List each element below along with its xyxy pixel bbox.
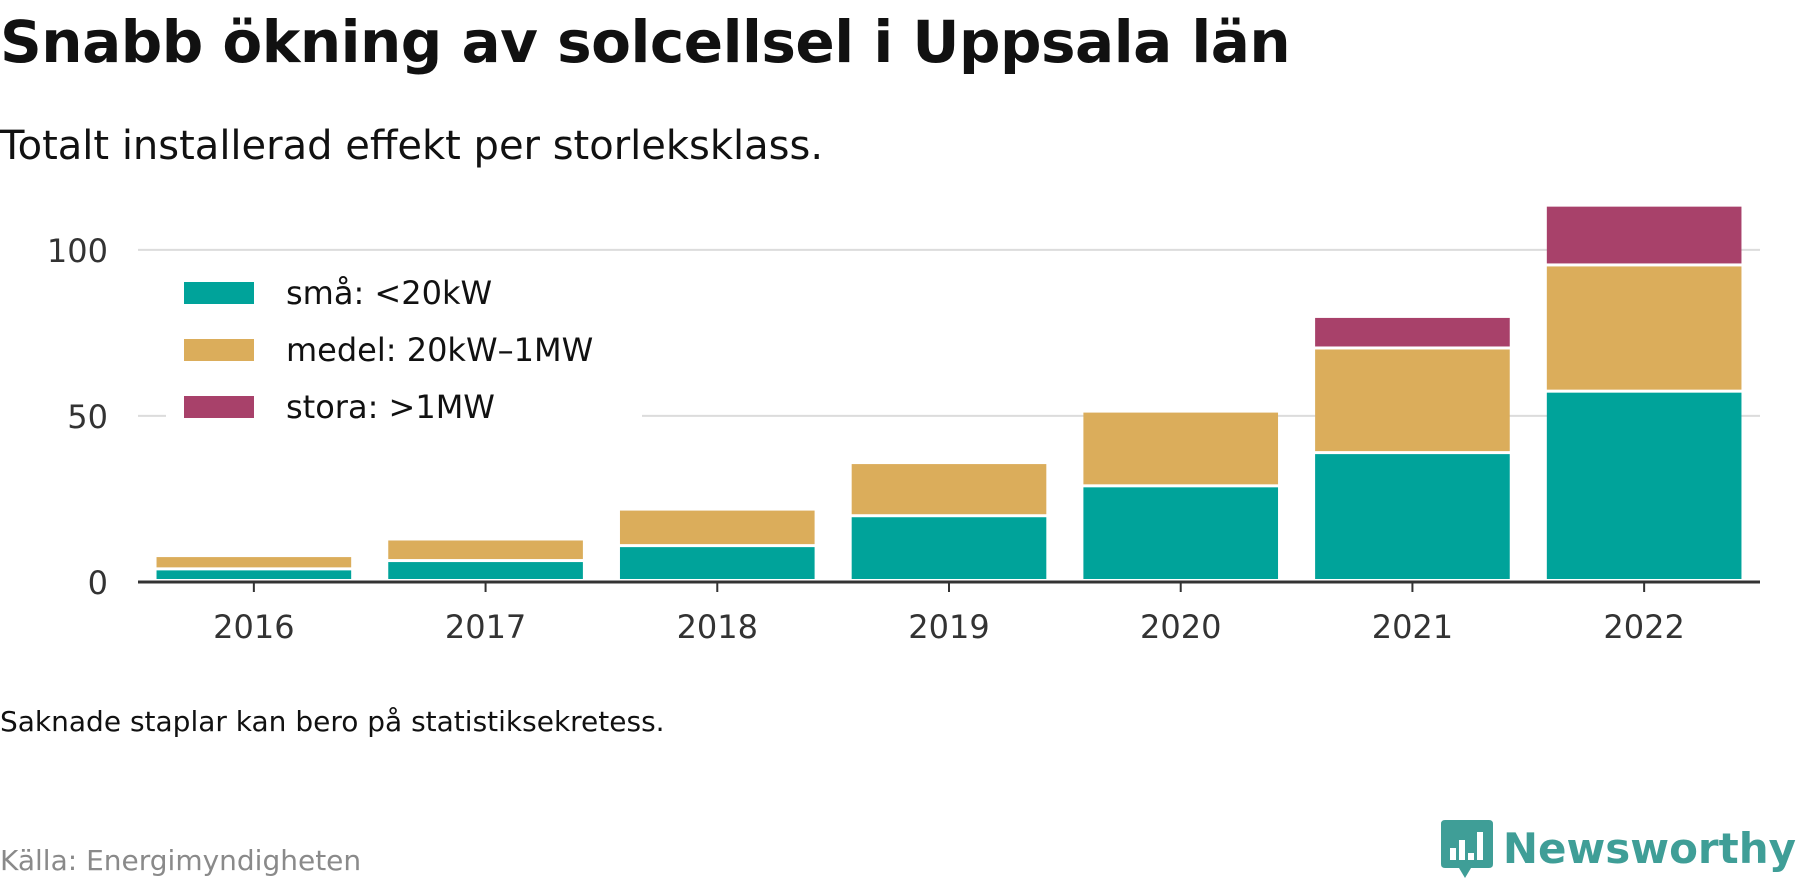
legend: små: <20kW medel: 20kW–1MW stora: >1MW: [166, 258, 642, 438]
legend-label: stora: >1MW: [286, 388, 495, 426]
x-tick-label: 2019: [908, 608, 989, 646]
x-axis: 2016 2017 2018 2019 2020 2021 2022: [138, 580, 1760, 646]
bar-segment: [1546, 266, 1742, 390]
bars: [156, 206, 1742, 579]
chart-subtitle: Totalt installerad effekt per storlekskl…: [0, 123, 824, 169]
bar-segment: [388, 540, 583, 560]
footnote: Saknade staplar kan bero på statistiksek…: [0, 705, 665, 738]
y-tick-label: 0: [88, 564, 108, 602]
legend-swatch: [184, 282, 254, 304]
x-tick-label: 2016: [213, 608, 294, 646]
newsworthy-logo-icon: [1440, 820, 1493, 878]
brand-name: Newsworthy: [1502, 824, 1796, 873]
bar-segment: [1546, 392, 1742, 579]
bar-segment: [1546, 206, 1742, 264]
bar-segment: [851, 517, 1047, 579]
bar-segment: [619, 510, 815, 545]
bar-segment: [388, 562, 583, 579]
bar-segment: [156, 570, 352, 579]
brand-logo: Newsworthy: [1440, 820, 1796, 878]
bar-segment: [1315, 317, 1510, 347]
bar-segment: [1315, 349, 1510, 452]
bar-segment: [619, 547, 815, 579]
bar-segment: [156, 557, 352, 568]
x-tick-label: 2020: [1140, 608, 1221, 646]
chart-title: Snabb ökning av solcellsel i Uppsala län: [0, 8, 1291, 76]
bar-segment: [851, 464, 1047, 515]
y-tick-label: 100: [47, 232, 108, 270]
y-tick-label: 50: [67, 398, 108, 436]
legend-swatch: [184, 396, 254, 418]
bar-segment: [1315, 454, 1510, 579]
x-tick-label: 2017: [445, 608, 526, 646]
bar-segment: [1083, 412, 1279, 485]
legend-label: små: <20kW: [286, 274, 492, 312]
legend-swatch: [184, 339, 254, 361]
legend-label: medel: 20kW–1MW: [286, 331, 593, 369]
source-credit: Källa: Energimyndigheten: [0, 844, 362, 877]
stacked-bar-chart: 0 50 100 2016 2017 2018 2019 2020 2021 2022 små:…: [47, 206, 1760, 646]
x-tick-label: 2021: [1372, 608, 1453, 646]
x-tick-label: 2018: [677, 608, 758, 646]
x-tick-label: 2022: [1603, 608, 1684, 646]
y-axis-ticks: 0 50 100: [47, 232, 108, 602]
bar-segment: [1083, 487, 1279, 579]
